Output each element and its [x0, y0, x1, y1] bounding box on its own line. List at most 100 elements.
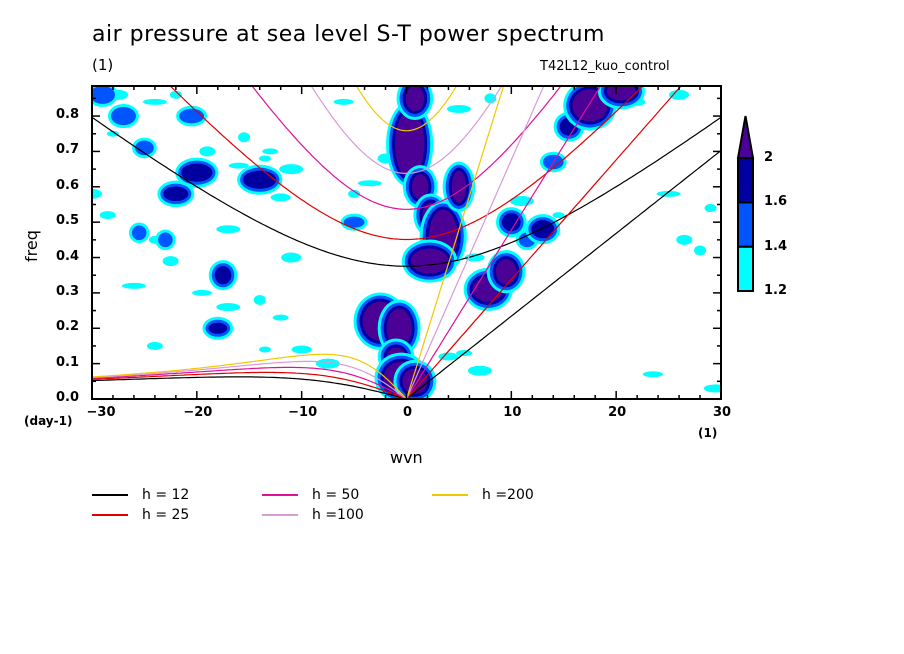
shading-layer	[92, 86, 721, 399]
curve-kelvin-h200	[405, 86, 505, 399]
shade-patch-level-2	[411, 174, 429, 200]
shade-patch-low	[509, 195, 534, 206]
legend-swatch	[262, 514, 298, 516]
chart-unit-label: (1)	[92, 56, 114, 74]
y-tick-label: 0.7	[56, 142, 80, 158]
colorbar-segment	[737, 201, 754, 248]
shade-patch-low	[333, 98, 354, 105]
shade-patch-level-2	[451, 170, 467, 203]
curve-ig-h50	[251, 86, 562, 210]
curve-er-h50	[92, 366, 407, 399]
x-tick-label: 0	[402, 405, 413, 420]
shade-patch-low	[192, 289, 213, 296]
legend-item: h = 50	[262, 487, 359, 503]
y-tick-label: 0.0	[56, 390, 80, 405]
x-tick-label: 10	[503, 405, 522, 420]
legend-item: h =100	[262, 507, 364, 523]
shade-patch-low	[216, 225, 241, 234]
y-tick-label: 0.2	[56, 319, 80, 335]
shade-patch-low	[238, 132, 251, 143]
run-name-label: T42L12_kuo_control	[540, 59, 670, 74]
colorbar-label: 1.6	[764, 194, 788, 210]
shade-patch-low	[99, 211, 116, 220]
shade-patch-low	[162, 256, 179, 267]
curve-kelvin-h25	[406, 86, 682, 399]
shade-patch-level-1-4	[179, 108, 205, 124]
shade-patch-low	[703, 384, 721, 393]
curve-ig-h200	[355, 86, 458, 132]
legend-item: h = 12	[92, 487, 189, 503]
curve-kelvin-h50	[405, 86, 602, 399]
shade-patch-level-1-4	[92, 86, 115, 104]
legend-label: h = 50	[312, 487, 360, 503]
shade-patch-low	[142, 98, 167, 105]
x-tick-label: 20	[608, 405, 627, 420]
shade-patch-low	[552, 212, 565, 219]
shade-patch-low	[281, 252, 302, 263]
legend-swatch	[262, 494, 298, 496]
curve-ig-h100	[310, 86, 503, 175]
x-axis-label: wvn	[390, 448, 423, 467]
shade-patch-level-1-6	[163, 186, 189, 202]
curve-er-h12	[92, 376, 407, 399]
shade-patch-level-1-6	[501, 213, 521, 232]
colorbar-label: 1.2	[764, 283, 788, 298]
y-tick-label: 0.8	[56, 107, 80, 123]
x-tick-label: 30	[712, 405, 732, 420]
legend-label: h = 12	[142, 487, 190, 503]
y-axis-unit: (day-1)	[24, 414, 73, 428]
shade-patch-level-2	[410, 248, 449, 274]
shade-patch-level-2	[405, 86, 425, 111]
shade-patch-level-1-4	[343, 216, 365, 228]
shade-patch-level-2	[572, 89, 608, 122]
shade-patch-low	[446, 104, 471, 113]
shade-patch-level-1-6	[208, 322, 228, 334]
shade-patch-low	[106, 130, 119, 137]
shade-patch-level-1-4	[158, 232, 173, 248]
shade-patch-low	[348, 189, 361, 198]
shade-patch-low	[121, 282, 146, 289]
shade-patch-low	[315, 358, 340, 369]
colorbar-label: 1.4	[764, 238, 788, 254]
chart-title: air pressure at sea level S-T power spec…	[92, 22, 605, 47]
shade-patch-level-1-6	[243, 170, 277, 189]
shade-patch-low	[146, 341, 163, 350]
shade-patch-level-1-6	[181, 163, 213, 182]
curve-ig-h12	[92, 116, 721, 267]
shade-patch-low	[216, 303, 241, 312]
shade-patch-low	[279, 164, 304, 175]
shade-patch-low	[357, 180, 382, 187]
shade-patch-level-1-4	[135, 140, 154, 156]
shade-patch-low	[253, 294, 266, 305]
shade-patch-low	[272, 314, 289, 321]
y-tick-label: 0.5	[56, 213, 80, 229]
shade-patch-low	[467, 365, 492, 376]
legend-item: h =200	[432, 487, 534, 503]
curve-kelvin-h100	[405, 86, 545, 399]
legend-label: h =200	[482, 487, 534, 503]
colorbar-segment	[737, 157, 754, 204]
axis-ticks	[91, 86, 722, 400]
curve-kelvin-h12	[406, 150, 721, 399]
colorbar-extend-arrow	[736, 115, 755, 159]
shade-patch-level-1-4	[131, 225, 147, 241]
shade-patch-low	[438, 352, 459, 361]
legend-item: h = 25	[92, 507, 189, 523]
colorbar	[736, 115, 755, 293]
y-tick-label: 0.6	[56, 177, 80, 193]
shade-patch-low	[656, 190, 681, 197]
shade-patch-low	[694, 245, 707, 256]
y-tick-label: 0.1	[56, 354, 80, 370]
shade-patch-low	[642, 371, 663, 378]
shade-patch-level-2	[395, 110, 425, 179]
shade-patch-low	[676, 234, 693, 245]
dispersion-curves	[92, 86, 721, 399]
legend-swatch	[92, 494, 128, 496]
legend-swatch	[92, 514, 128, 516]
shade-patch-low	[669, 89, 690, 100]
x-tick-label: −30	[86, 405, 116, 420]
shade-patch-low	[258, 155, 271, 162]
shade-patch-low	[484, 93, 497, 104]
shade-patch-low	[92, 188, 102, 199]
